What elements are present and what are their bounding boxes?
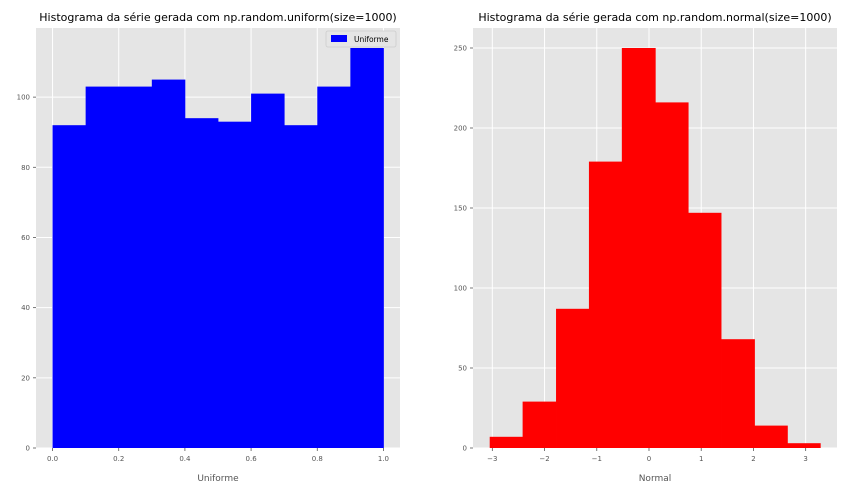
normal-x-axis-label: Normal (639, 474, 672, 484)
legend-swatch-uniforme (331, 35, 347, 42)
normal-xtick-label-5: 2 (751, 455, 755, 463)
normal-bar-2 (556, 308, 590, 448)
normal-bar-0 (489, 436, 524, 448)
normal-ytick-label-3: 150 (454, 205, 467, 213)
uniform-xtick-label-5: 1.0 (378, 455, 389, 463)
uniform-legend: Uniforme (325, 30, 397, 48)
uniform-xtick-label-3: 0.6 (246, 455, 258, 463)
uniform-bar-7 (284, 125, 318, 448)
uniform-x-axis-label: Uniforme (197, 474, 239, 484)
uniform-bar-1 (85, 86, 120, 448)
uniform-bar-8 (317, 86, 351, 448)
uniform-bar-3 (151, 79, 186, 448)
normal-chart-title: Histograma da série gerada com np.random… (478, 11, 831, 24)
uniform-xtick-label-4: 0.8 (312, 455, 323, 463)
normal-bar-6 (688, 212, 722, 448)
uniform-bar-2 (118, 86, 153, 448)
uniform-bar-0 (52, 125, 87, 448)
normal-xtick-label-1: −2 (539, 455, 549, 463)
uniform-ytick-label-2: 40 (21, 304, 30, 312)
uniform-bar-9 (350, 48, 384, 448)
uniform-histogram-panel: Histograma da série gerada com np.random… (17, 11, 400, 484)
normal-ytick-label-2: 100 (454, 285, 467, 293)
normal-ytick-label-5: 250 (454, 45, 467, 53)
normal-xtick-label-6: 3 (803, 455, 807, 463)
normal-bar-9 (787, 443, 821, 448)
uniform-ytick-label-4: 80 (21, 164, 30, 172)
normal-ytick-label-1: 50 (458, 365, 467, 373)
normal-bar-4 (621, 48, 656, 448)
uniform-ytick-label-1: 20 (21, 374, 30, 382)
uniform-bar-6 (251, 93, 285, 448)
normal-ytick-label-0: 0 (463, 445, 467, 453)
uniform-xtick-label-0: 0.0 (47, 455, 58, 463)
uniform-xtick-label-2: 0.4 (179, 455, 191, 463)
uniform-ytick-label-5: 100 (17, 94, 30, 102)
uniform-bar-4 (184, 118, 219, 448)
normal-bars (489, 48, 821, 449)
uniform-ytick-label-3: 60 (21, 234, 30, 242)
uniform-chart-title: Histograma da série gerada com np.random… (39, 11, 396, 24)
legend-label-uniforme: Uniforme (354, 35, 389, 44)
uniform-x-ticks: 0.0 0.2 0.4 0.6 0.8 1.0 (47, 448, 389, 463)
normal-xtick-label-2: −1 (592, 455, 602, 463)
uniform-xtick-label-1: 0.2 (113, 455, 124, 463)
uniform-bar-5 (218, 121, 252, 449)
normal-xtick-label-4: 1 (699, 455, 703, 463)
normal-x-ticks: −3 −2 −1 0 1 2 3 (487, 448, 808, 463)
normal-bar-5 (655, 102, 689, 449)
uniform-bars (52, 48, 384, 449)
normal-bar-3 (588, 161, 623, 448)
uniform-y-ticks: 0 20 40 60 80 100 (17, 94, 36, 453)
normal-xtick-label-0: −3 (487, 455, 497, 463)
normal-y-ticks: 0 50 100 150 200 250 (454, 45, 473, 453)
normal-bar-1 (522, 401, 557, 448)
normal-xtick-label-3: 0 (647, 455, 651, 463)
uniform-ytick-label-0: 0 (26, 445, 30, 453)
normal-ytick-label-4: 200 (454, 125, 467, 133)
normal-histogram-panel: Histograma da série gerada com np.random… (454, 11, 837, 484)
normal-bar-8 (754, 425, 788, 448)
normal-bar-7 (721, 339, 755, 448)
